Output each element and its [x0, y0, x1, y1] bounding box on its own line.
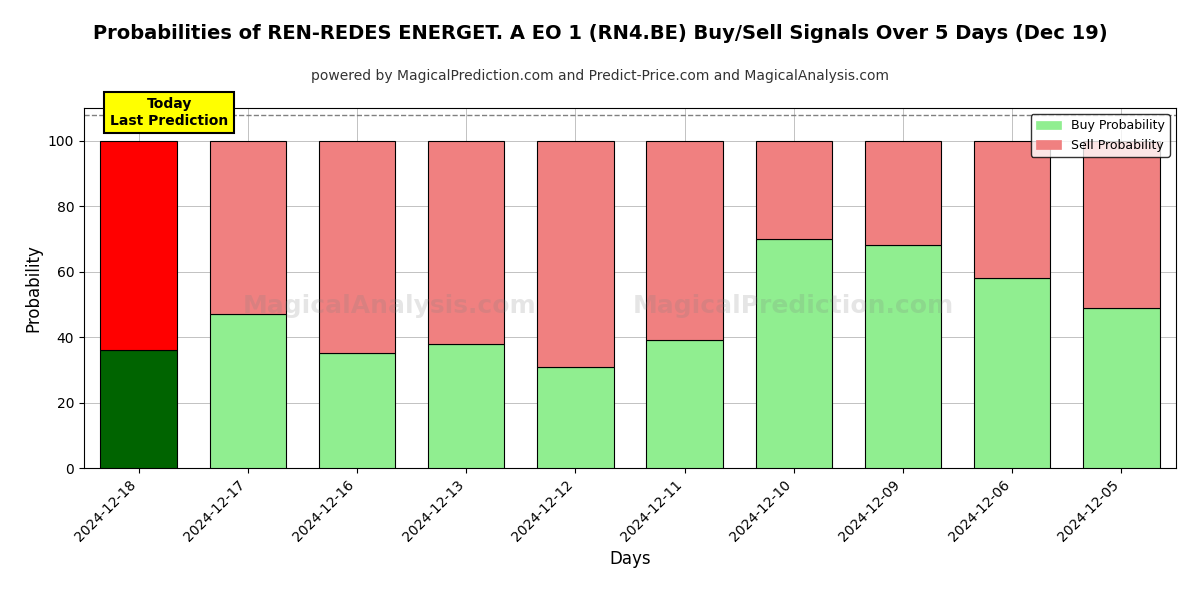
Bar — [319, 141, 395, 353]
Bar — [210, 141, 286, 314]
Bar — [319, 353, 395, 468]
Bar — [538, 367, 613, 468]
Text: Probabilities of REN-REDES ENERGET. A EO 1 (RN4.BE) Buy/Sell Signals Over 5 Days: Probabilities of REN-REDES ENERGET. A EO… — [92, 24, 1108, 43]
Text: Today
Last Prediction: Today Last Prediction — [110, 97, 228, 128]
Bar — [647, 141, 722, 340]
Bar — [210, 314, 286, 468]
Bar — [428, 344, 504, 468]
Text: MagicalAnalysis.com: MagicalAnalysis.com — [242, 294, 536, 318]
Bar — [865, 141, 941, 245]
Bar — [101, 141, 176, 350]
Bar — [1084, 141, 1159, 308]
X-axis label: Days: Days — [610, 550, 650, 568]
Bar — [756, 141, 832, 239]
Bar — [974, 141, 1050, 278]
Bar — [428, 141, 504, 344]
Bar — [647, 340, 722, 468]
Bar — [1084, 308, 1159, 468]
Text: MagicalPrediction.com: MagicalPrediction.com — [634, 294, 954, 318]
Text: powered by MagicalPrediction.com and Predict-Price.com and MagicalAnalysis.com: powered by MagicalPrediction.com and Pre… — [311, 69, 889, 83]
Bar — [101, 350, 176, 468]
Bar — [756, 239, 832, 468]
Bar — [865, 245, 941, 468]
Bar — [538, 141, 613, 367]
Y-axis label: Probability: Probability — [24, 244, 42, 332]
Bar — [974, 278, 1050, 468]
Legend: Buy Probability, Sell Probability: Buy Probability, Sell Probability — [1031, 114, 1170, 157]
